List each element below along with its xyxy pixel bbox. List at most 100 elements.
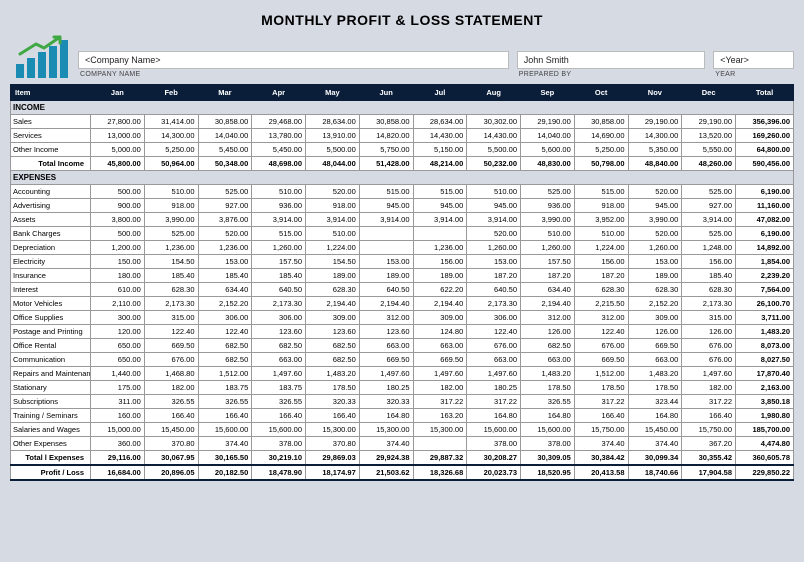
cell-value: 515.00 [574, 185, 628, 199]
cell-value: 182.00 [144, 381, 198, 395]
cell-value: 13,910.00 [306, 129, 360, 143]
cell-value: 510.00 [574, 227, 628, 241]
cell-value: 5,450.00 [198, 143, 252, 157]
table-row: Services13,000.0014,300.0014,040.0013,78… [11, 129, 794, 143]
cell-value: 360.00 [91, 437, 145, 451]
cell-total: 1,483.20 [736, 325, 794, 339]
cell-value: 663.00 [359, 339, 413, 353]
cell-value: 927.00 [682, 199, 736, 213]
company-name-value[interactable]: <Company Name> [78, 51, 509, 69]
cell-value: 374.40 [628, 437, 682, 451]
cell-value: 2,215.50 [574, 297, 628, 311]
table-row: Training / Seminars160.00166.40166.40166… [11, 409, 794, 423]
cell-value: 14,820.00 [359, 129, 413, 143]
cell-value: 15,750.00 [574, 423, 628, 437]
table-row: Accounting500.00510.00525.00510.00520.00… [11, 185, 794, 199]
row-item: Other Expenses [11, 437, 91, 451]
cell-value [359, 241, 413, 255]
cell-value: 2,173.30 [682, 297, 736, 311]
cell-value: 20,023.73 [467, 465, 521, 480]
cell-total: 4,474.80 [736, 437, 794, 451]
year-field: <Year> YEAR [713, 51, 794, 78]
cell-value: 311.00 [91, 395, 145, 409]
cell-value: 5,250.00 [144, 143, 198, 157]
cell-value: 18,478.90 [252, 465, 306, 480]
cell-value: 663.00 [628, 353, 682, 367]
cell-value: 676.00 [682, 353, 736, 367]
cell-value: 622.20 [413, 283, 467, 297]
cell-value: 15,600.00 [521, 423, 575, 437]
cell-value: 315.00 [682, 311, 736, 325]
cell-value: 160.00 [91, 409, 145, 423]
cell-value: 610.00 [91, 283, 145, 297]
cell-value: 306.00 [467, 311, 521, 325]
cell-value: 185.40 [682, 269, 736, 283]
prepared-by-value[interactable]: John Smith [517, 51, 705, 69]
cell-value: 1,248.00 [682, 241, 736, 255]
cell-value: 500.00 [91, 227, 145, 241]
cell-total: 2,163.00 [736, 381, 794, 395]
cell-value: 320.33 [306, 395, 360, 409]
cell-value: 48,260.00 [682, 157, 736, 171]
row-item: Communication [11, 353, 91, 367]
row-item: Total l Expenses [11, 451, 91, 466]
cell-value: 510.00 [467, 185, 521, 199]
table-row: Assets3,800.003,990.003,876.003,914.003,… [11, 213, 794, 227]
cell-value: 187.20 [521, 269, 575, 283]
cell-total: 356,396.00 [736, 115, 794, 129]
cell-value: 1,483.20 [306, 367, 360, 381]
cell-value: 370.80 [306, 437, 360, 451]
column-header: Aug [467, 85, 521, 101]
cell-value: 520.00 [628, 185, 682, 199]
cell-value: 1,260.00 [252, 241, 306, 255]
column-header: Nov [628, 85, 682, 101]
cell-value: 628.30 [628, 283, 682, 297]
cell-value: 1,260.00 [628, 241, 682, 255]
cell-value: 178.50 [521, 381, 575, 395]
cell-value: 2,173.30 [144, 297, 198, 311]
row-item: Motor Vehicles [11, 297, 91, 311]
cell-value: 323.44 [628, 395, 682, 409]
cell-value: 1,497.60 [413, 367, 467, 381]
cell-value: 515.00 [413, 185, 467, 199]
cell-value: 166.40 [198, 409, 252, 423]
cell-value: 682.50 [252, 339, 306, 353]
row-item: Bank Charges [11, 227, 91, 241]
cell-value: 29,924.38 [359, 451, 413, 466]
cell-value: 628.30 [682, 283, 736, 297]
cell-value: 682.50 [198, 339, 252, 353]
cell-value: 2,173.30 [467, 297, 521, 311]
cell-value: 320.33 [359, 395, 413, 409]
cell-value: 634.40 [521, 283, 575, 297]
cell-value: 18,740.66 [628, 465, 682, 480]
cell-value: 900.00 [91, 199, 145, 213]
cell-value: 515.00 [252, 227, 306, 241]
cell-value: 29,190.00 [521, 115, 575, 129]
cell-value: 510.00 [144, 185, 198, 199]
table-row: Interest610.00628.30634.40640.50628.3064… [11, 283, 794, 297]
cell-total: 1,854.00 [736, 255, 794, 269]
cell-value: 189.00 [359, 269, 413, 283]
cell-value: 309.00 [306, 311, 360, 325]
cell-value: 20,182.50 [198, 465, 252, 480]
cell-value: 153.00 [359, 255, 413, 269]
cell-value: 30,858.00 [574, 115, 628, 129]
cell-total: 6,190.00 [736, 227, 794, 241]
cell-value: 15,450.00 [144, 423, 198, 437]
cell-value: 3,914.00 [413, 213, 467, 227]
cell-value: 669.50 [628, 339, 682, 353]
cell-value: 374.40 [574, 437, 628, 451]
cell-total: 11,160.00 [736, 199, 794, 213]
year-value[interactable]: <Year> [713, 51, 794, 69]
cell-value: 5,450.00 [252, 143, 306, 157]
row-item: Assets [11, 213, 91, 227]
row-item: Training / Seminars [11, 409, 91, 423]
cell-value: 3,876.00 [198, 213, 252, 227]
cell-value: 48,830.00 [521, 157, 575, 171]
cell-value: 154.50 [144, 255, 198, 269]
cell-value: 15,300.00 [359, 423, 413, 437]
table-row: Postage and Printing120.00122.40122.4012… [11, 325, 794, 339]
cell-value: 309.00 [628, 311, 682, 325]
cell-value: 945.00 [628, 199, 682, 213]
cell-value: 3,914.00 [306, 213, 360, 227]
